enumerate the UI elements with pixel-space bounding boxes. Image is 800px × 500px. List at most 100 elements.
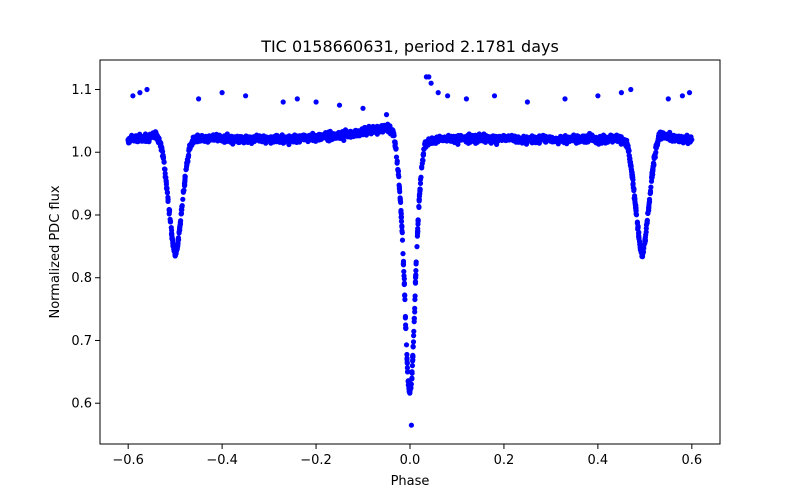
- data-point: [421, 146, 427, 152]
- data-point: [165, 196, 171, 202]
- data-point: [445, 135, 451, 141]
- data-point: [661, 133, 667, 139]
- data-point: [536, 140, 543, 146]
- data-point: [196, 135, 202, 141]
- y-tick-label: 0.6: [71, 397, 92, 412]
- data-point: [649, 174, 655, 180]
- data-point: [130, 135, 136, 141]
- data-point: [163, 179, 169, 185]
- data-point: [632, 203, 639, 209]
- data-point: [252, 135, 258, 141]
- data-point: [322, 133, 329, 140]
- outlier-point: [426, 74, 432, 80]
- data-point: [403, 342, 410, 348]
- data-point: [169, 236, 175, 242]
- data-point: [428, 137, 434, 143]
- data-point: [399, 224, 405, 230]
- data-point: [266, 136, 272, 142]
- data-point: [465, 140, 471, 146]
- data-point: [228, 136, 235, 142]
- data-point: [401, 268, 407, 275]
- data-point: [386, 124, 392, 130]
- outlier-point: [618, 90, 625, 96]
- data-point: [510, 136, 516, 142]
- data-point: [243, 137, 249, 143]
- data-point: [401, 281, 407, 287]
- data-point: [181, 181, 188, 187]
- data-point: [449, 133, 455, 139]
- data-point: [411, 319, 417, 325]
- data-point: [379, 125, 385, 131]
- data-point: [393, 146, 399, 152]
- data-point: [391, 130, 397, 136]
- data-point: [405, 378, 411, 384]
- data-point: [477, 135, 484, 141]
- outlier-point: [524, 99, 531, 105]
- outlier-point: [336, 102, 343, 108]
- data-point: [309, 132, 315, 138]
- data-point: [139, 135, 145, 141]
- outlier-point: [219, 90, 225, 96]
- data-point: [398, 199, 404, 205]
- y-tick-label: 0.9: [71, 208, 92, 223]
- data-point: [684, 135, 690, 141]
- data-point: [675, 135, 681, 141]
- data-point: [413, 268, 419, 274]
- data-point: [501, 135, 507, 141]
- data-point: [369, 127, 375, 133]
- data-point: [172, 249, 178, 255]
- data-point: [417, 186, 423, 192]
- data-point: [420, 157, 426, 164]
- data-point: [174, 243, 181, 249]
- data-point: [400, 262, 407, 268]
- x-tick-label: 0.4: [588, 453, 609, 468]
- data-point: [149, 133, 155, 139]
- x-tick-label: 0.0: [400, 453, 421, 468]
- data-point: [167, 207, 173, 213]
- data-point: [404, 351, 410, 358]
- data-point: [636, 235, 642, 241]
- x-tick-label: −0.6: [112, 453, 144, 468]
- outlier-point: [491, 93, 498, 99]
- data-point: [417, 176, 424, 182]
- data-point: [410, 353, 416, 359]
- data-point: [630, 181, 636, 187]
- x-tick-label: 0.2: [494, 453, 515, 468]
- data-point: [646, 204, 652, 210]
- data-point: [185, 158, 191, 164]
- data-point: [623, 140, 629, 146]
- data-point: [402, 296, 408, 303]
- data-point: [629, 175, 636, 181]
- data-point: [631, 195, 637, 201]
- outlier-point: [665, 96, 671, 102]
- data-point: [642, 240, 648, 246]
- outlier-point: [243, 93, 249, 99]
- data-point: [408, 384, 414, 391]
- data-point: [184, 162, 190, 168]
- data-point: [167, 218, 174, 224]
- outlier-point: [428, 80, 434, 86]
- outlier-point: [628, 86, 634, 93]
- data-point: [281, 138, 287, 144]
- data-point: [399, 228, 405, 234]
- data-point: [180, 196, 186, 202]
- data-point: [472, 133, 478, 139]
- data-point: [585, 135, 592, 141]
- data-point: [618, 137, 625, 143]
- y-axis-ticks: 0.6 0.7 0.8 0.9 1.0 1.1: [71, 83, 100, 412]
- outlier-point: [463, 96, 469, 102]
- data-point: [336, 132, 343, 138]
- data-point: [416, 193, 422, 199]
- data-point: [656, 133, 662, 140]
- data-point: [182, 173, 188, 179]
- data-point: [200, 136, 206, 142]
- data-point: [316, 131, 322, 137]
- data-point: [398, 218, 405, 224]
- data-point: [261, 136, 268, 142]
- data-point: [395, 168, 401, 174]
- outlier-point: [408, 422, 414, 428]
- data-point: [423, 140, 429, 146]
- data-point: [398, 211, 404, 217]
- data-point: [168, 225, 174, 231]
- data-point: [670, 135, 676, 141]
